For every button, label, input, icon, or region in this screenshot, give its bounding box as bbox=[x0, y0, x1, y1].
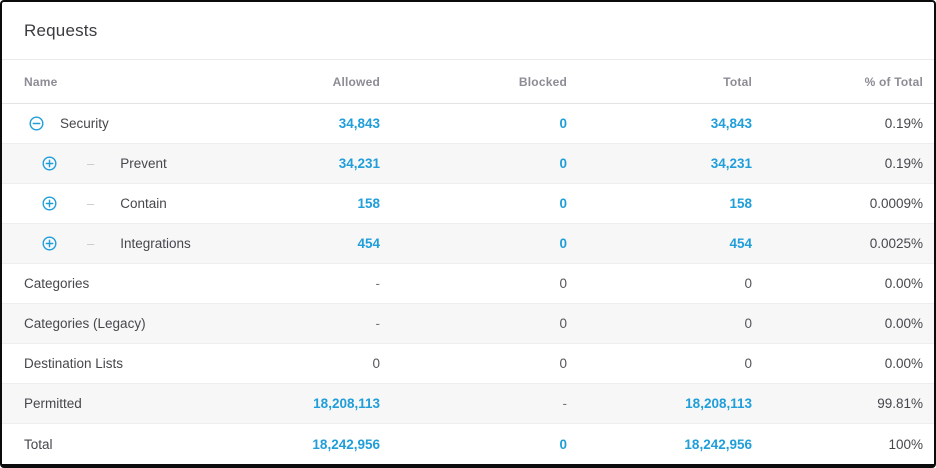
column-header-total: Total bbox=[723, 74, 752, 89]
tree-branch-dash: – bbox=[87, 196, 95, 211]
blocked-value[interactable]: 0 bbox=[559, 436, 567, 452]
pct-value: 0.19% bbox=[884, 116, 923, 131]
panel-header: Requests bbox=[2, 2, 934, 60]
table-row: – Contain 158 0 158 0.0009% bbox=[2, 184, 934, 224]
table-row: Categories - 0 0 0.00% bbox=[2, 264, 934, 304]
row-label: Destination Lists bbox=[24, 356, 124, 371]
row-label: Categories (Legacy) bbox=[24, 316, 146, 331]
page-title: Requests bbox=[24, 20, 98, 40]
expand-icon[interactable] bbox=[42, 196, 57, 211]
pct-value: 0.19% bbox=[884, 156, 923, 171]
table-body: Security 34,843 0 34,843 0.19% – Prevent 34,231… bbox=[2, 104, 934, 464]
total-value[interactable]: 18,208,113 bbox=[685, 396, 752, 411]
blocked-value[interactable]: 0 bbox=[559, 236, 567, 251]
allowed-value: - bbox=[375, 316, 381, 331]
column-header-name: Name bbox=[24, 74, 58, 89]
table-row: Security 34,843 0 34,843 0.19% bbox=[2, 104, 934, 144]
table-row: Categories (Legacy) - 0 0 0.00% bbox=[2, 304, 934, 344]
total-value[interactable]: 18,242,956 bbox=[684, 436, 752, 452]
tree-branch-dash: – bbox=[87, 156, 95, 171]
column-header-allowed: Allowed bbox=[332, 74, 380, 89]
allowed-value[interactable]: 18,242,956 bbox=[312, 436, 380, 452]
pct-value: 0.0025% bbox=[869, 236, 923, 251]
row-name-cell: Destination Lists bbox=[2, 356, 220, 371]
allowed-value[interactable]: 34,843 bbox=[338, 116, 380, 131]
pct-value: 100% bbox=[888, 436, 923, 452]
allowed-value[interactable]: 18,208,113 bbox=[313, 396, 380, 411]
blocked-value: 0 bbox=[559, 356, 567, 371]
column-header-blocked: Blocked bbox=[518, 74, 567, 89]
row-name-cell: Security bbox=[2, 116, 220, 131]
total-value: 0 bbox=[744, 316, 752, 331]
table-row: Destination Lists 0 0 0 0.00% bbox=[2, 344, 934, 384]
expand-icon[interactable] bbox=[42, 156, 57, 171]
blocked-value[interactable]: 0 bbox=[559, 196, 567, 211]
row-label: Contain bbox=[120, 196, 167, 211]
row-label: Permitted bbox=[24, 396, 82, 411]
allowed-value[interactable]: 158 bbox=[357, 196, 380, 211]
total-value[interactable]: 454 bbox=[729, 236, 752, 251]
total-value[interactable]: 158 bbox=[729, 196, 752, 211]
allowed-value: - bbox=[375, 276, 381, 291]
row-label: Total bbox=[24, 436, 53, 452]
row-label: Prevent bbox=[120, 156, 167, 171]
pct-value: 0.0009% bbox=[869, 196, 923, 211]
blocked-value: 0 bbox=[559, 316, 567, 331]
pct-value: 99.81% bbox=[877, 396, 923, 411]
row-name-cell: Categories bbox=[2, 276, 220, 291]
row-label: Integrations bbox=[120, 236, 191, 251]
table-row: Permitted 18,208,113 - 18,208,113 99.81% bbox=[2, 384, 934, 424]
row-name-cell: Categories (Legacy) bbox=[2, 316, 220, 331]
row-name-cell: Permitted bbox=[2, 396, 220, 411]
total-value: 0 bbox=[744, 276, 752, 291]
column-header-pct: % of Total bbox=[864, 74, 923, 89]
allowed-value: 0 bbox=[372, 356, 380, 371]
collapse-icon[interactable] bbox=[29, 116, 44, 131]
pct-value: 0.00% bbox=[884, 356, 923, 371]
blocked-value: - bbox=[562, 396, 568, 411]
row-name-cell: – Prevent bbox=[2, 156, 220, 171]
blocked-value: 0 bbox=[559, 276, 567, 291]
table-row: – Prevent 34,231 0 34,231 0.19% bbox=[2, 144, 934, 184]
expand-icon[interactable] bbox=[42, 236, 57, 251]
row-name-cell: – Integrations bbox=[2, 236, 220, 251]
blocked-value[interactable]: 0 bbox=[559, 116, 567, 131]
table-header-row: Name Allowed Blocked Total % of Total bbox=[2, 60, 934, 104]
pct-value: 0.00% bbox=[884, 316, 923, 331]
table-row: – Integrations 454 0 454 0.0025% bbox=[2, 224, 934, 264]
total-value: 0 bbox=[744, 356, 752, 371]
allowed-value[interactable]: 454 bbox=[357, 236, 380, 251]
table-row: Total 18,242,956 0 18,242,956 100% bbox=[2, 424, 934, 464]
row-label: Security bbox=[60, 116, 109, 131]
total-value[interactable]: 34,231 bbox=[710, 156, 752, 171]
row-label: Categories bbox=[24, 276, 90, 291]
row-name-cell: Total bbox=[2, 437, 220, 452]
allowed-value[interactable]: 34,231 bbox=[338, 156, 380, 171]
row-name-cell: – Contain bbox=[2, 196, 220, 211]
blocked-value[interactable]: 0 bbox=[559, 156, 567, 171]
tree-branch-dash: – bbox=[87, 236, 95, 251]
pct-value: 0.00% bbox=[884, 276, 923, 291]
total-value[interactable]: 34,843 bbox=[710, 116, 752, 131]
